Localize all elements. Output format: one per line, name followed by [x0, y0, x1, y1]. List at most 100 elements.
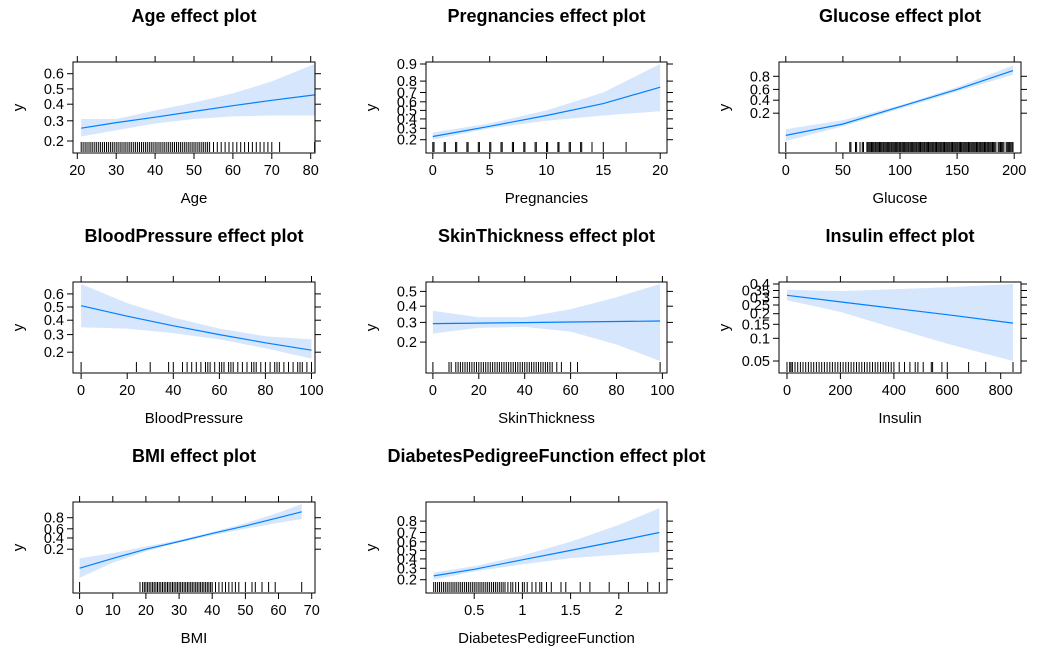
- x-tick-label: 80: [257, 383, 273, 399]
- panel-title: Insulin effect plot: [825, 226, 974, 246]
- y-tick-label: 0.6: [397, 535, 417, 551]
- y-tick-label: 0.5: [397, 284, 417, 300]
- effect-panel-2: 0 5 10 15 20 0.20.30.40.50.60.70.80.9 Pregnanc…: [363, 6, 673, 207]
- y-axis-label: y: [363, 323, 380, 331]
- x-tick-label: 600: [935, 383, 959, 399]
- x-axis-label: DiabetesPedigreeFunction: [458, 630, 635, 647]
- x-tick-label: 1.5: [561, 603, 581, 619]
- y-tick-label: 0.6: [44, 522, 64, 538]
- effect-panel-5: 0 20 40 60 80 100 0.2 0.30.40.5 SkinThickness ef…: [363, 226, 675, 427]
- x-tick-label: 40: [517, 383, 533, 399]
- x-tick-label: 10: [105, 603, 121, 619]
- y-tick-label: 0.2: [397, 573, 417, 589]
- effect-panel-3: 0 50 100 150 200 0.20.40.60.8 Glucose effect p…: [716, 6, 1027, 207]
- x-tick-label: 100: [650, 383, 674, 399]
- x-tick-label: 200: [828, 383, 852, 399]
- x-tick-label: 50: [237, 603, 253, 619]
- x-tick-label: 30: [171, 603, 187, 619]
- x-tick-label: 800: [989, 383, 1013, 399]
- effect-panel-8: 0.5 1 1.5 20.20.30.40.50.60.70.8DiabetesPed…: [363, 446, 706, 647]
- panel-title: DiabetesPedigreeFunction effect plot: [387, 446, 705, 466]
- x-tick-label: 100: [888, 163, 912, 179]
- y-tick-label: 0.4: [397, 552, 417, 568]
- x-tick-label: 1: [518, 603, 526, 619]
- fit-line: [786, 294, 1014, 324]
- y-tick-label: 0.4: [397, 112, 417, 128]
- y-tick-label: 0.3: [750, 290, 770, 306]
- plot-frame: [72, 281, 316, 374]
- y-tick-label: 0.3: [44, 328, 64, 344]
- y-tick-label: 0.15: [742, 317, 770, 333]
- y-axis-label: y: [10, 103, 27, 111]
- effect-panel-1: 20 30 40 50 60 70 80 0.2 0.30.40.50.6 Age effect …: [10, 6, 321, 207]
- y-tick-label: 0.05: [742, 354, 770, 370]
- y-axis-label: y: [363, 103, 380, 111]
- x-tick-label: 150: [945, 163, 969, 179]
- plot-frame: [425, 281, 668, 374]
- confidence-band: [433, 508, 660, 580]
- x-tick-label: 60: [270, 603, 286, 619]
- fit-line: [81, 94, 315, 129]
- y-axis-label: y: [716, 323, 733, 331]
- confidence-band: [81, 64, 315, 137]
- y-tick-label: 0.5: [44, 300, 64, 316]
- x-tick-label: 60: [225, 163, 241, 179]
- y-tick-label: 0.5: [44, 82, 64, 98]
- fit-line: [79, 511, 302, 569]
- y-tick-label: 0.25: [742, 298, 770, 314]
- y-tick-label: 0.4: [44, 531, 64, 547]
- y-tick-label: 0.4: [44, 97, 64, 113]
- confidence-band: [787, 284, 1013, 361]
- x-tick-label: 30: [108, 163, 124, 179]
- x-tick-label: 20: [138, 603, 154, 619]
- effect-panel-4: 0 20 40 60 80 100 0.20.30.40.50.6 BloodPressure…: [10, 226, 324, 427]
- y-tick-label: 0.2: [44, 542, 64, 558]
- y-tick-label: 0.3: [44, 114, 64, 130]
- y-tick-label: 0.4: [397, 299, 417, 315]
- x-axis-label: Pregnancies: [505, 190, 588, 207]
- x-tick-label: 20: [652, 163, 668, 179]
- y-tick-label: 0.2: [397, 335, 417, 351]
- fit-line: [432, 320, 661, 325]
- x-tick-label: 40: [204, 603, 220, 619]
- fit-line: [432, 86, 661, 138]
- y-tick-label: 0.2: [397, 133, 417, 149]
- x-tick-label: 70: [304, 603, 320, 619]
- x-tick-label: 40: [147, 163, 163, 179]
- y-tick-label: 0.4: [750, 277, 770, 293]
- x-tick-label: 20: [119, 383, 135, 399]
- x-tick-label: 400: [882, 383, 906, 399]
- y-axis-label: y: [716, 103, 733, 111]
- y-tick-label: 0.8: [750, 69, 770, 85]
- fit-line: [80, 305, 312, 351]
- plot-frame: [72, 501, 316, 594]
- panel-title: BloodPressure effect plot: [84, 226, 303, 246]
- x-tick-label: 0: [783, 383, 791, 399]
- x-tick-label: 10: [538, 163, 554, 179]
- y-tick-label: 0.6: [397, 95, 417, 111]
- y-tick-label: 0.6: [44, 67, 64, 83]
- y-axis-label: y: [10, 543, 27, 551]
- panel-title: Glucose effect plot: [819, 6, 981, 26]
- plot-frame: [778, 281, 1022, 374]
- x-axis-label: SkinThickness: [498, 410, 595, 427]
- x-axis-label: Insulin: [878, 410, 921, 427]
- x-tick-label: 0: [429, 163, 437, 179]
- effect-panel-6: 0 200 400 600 800 0.05 0.10.150.20.250.30.350.…: [716, 226, 1027, 427]
- x-tick-label: 5: [486, 163, 494, 179]
- confidence-band: [785, 65, 1013, 141]
- confidence-band: [79, 504, 302, 578]
- y-tick-label: 0.7: [397, 526, 417, 542]
- y-tick-label: 0.7: [397, 86, 417, 102]
- x-axis-label: BloodPressure: [145, 410, 243, 427]
- plot-frame: [425, 501, 668, 594]
- y-tick-label: 0.2: [750, 106, 770, 122]
- y-tick-label: 0.35: [742, 284, 770, 300]
- x-tick-label: 20: [471, 383, 487, 399]
- x-axis-label: Glucose: [872, 190, 927, 207]
- x-tick-label: 0: [76, 603, 84, 619]
- x-tick-label: 0.5: [464, 603, 484, 619]
- fit-line: [785, 70, 1014, 136]
- panel-title: Pregnancies effect plot: [447, 6, 645, 26]
